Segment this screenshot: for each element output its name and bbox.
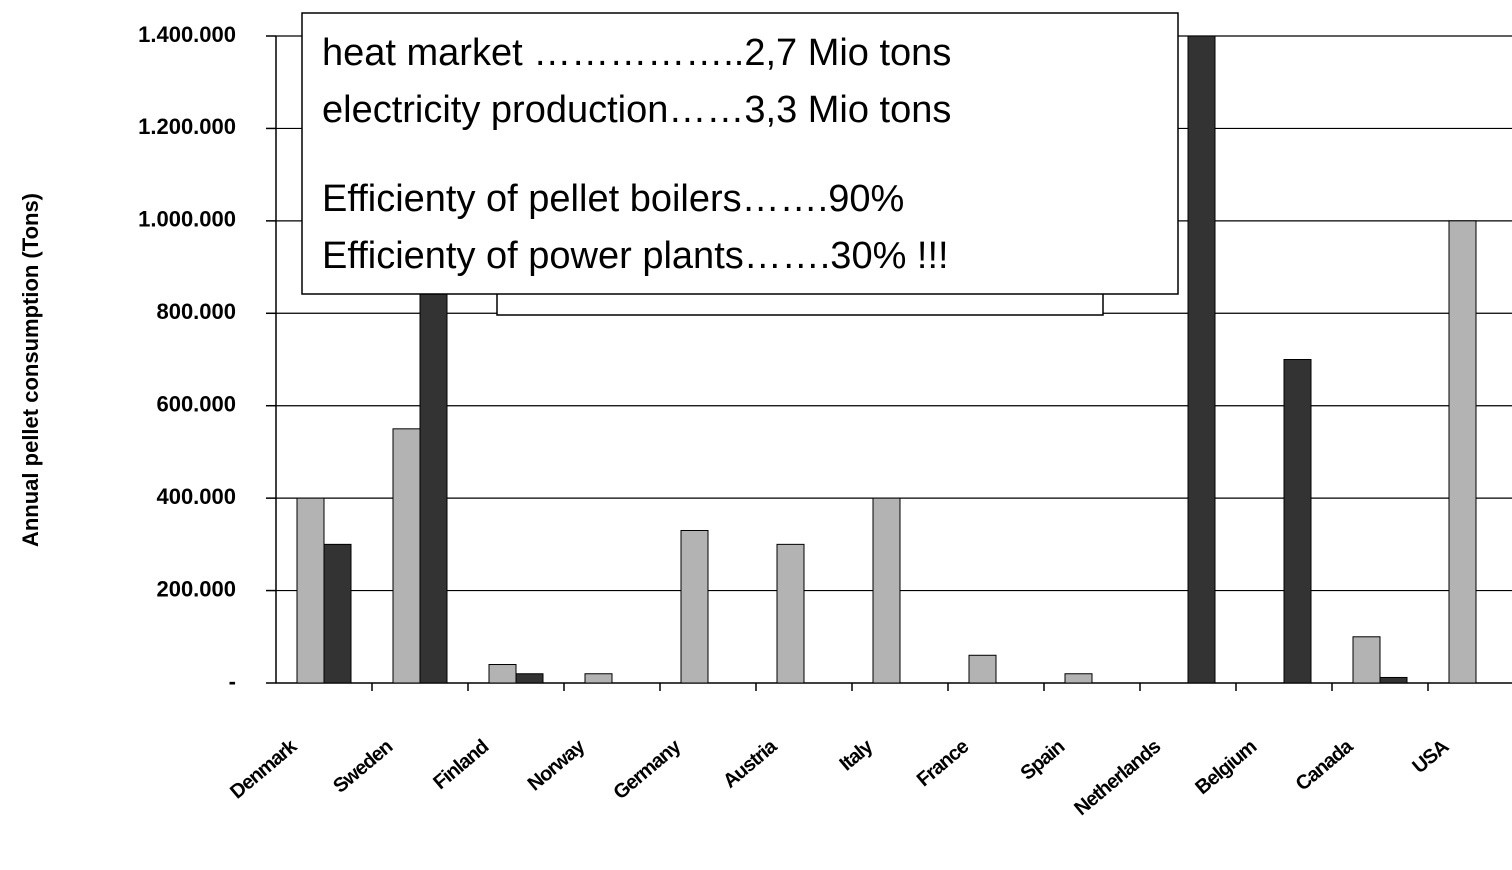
x-tick-label: Denmark [226,735,302,804]
bar [1448,220,1477,684]
y-tick-label: 1.000.000 [138,207,236,232]
bar [872,497,901,684]
x-tick-label: Norway [524,735,590,796]
y-tick-label: 1.400.000 [138,22,236,47]
x-tick-label: Italy [836,735,878,776]
annotation: Efficienty of pellet boilers…….90% [322,178,904,220]
x-tick-label: Belgium [1191,736,1260,799]
y-tick-label: 200.000 [156,576,236,601]
bar [392,428,421,684]
y-tick-label: 400.000 [156,484,236,509]
bar [1379,676,1408,684]
bar [776,543,805,684]
y-tick-label: - [229,669,236,694]
annotation: Efficienty of power plants…….30% !!! [322,235,949,277]
bar [323,543,352,684]
bar [488,664,517,684]
y-axis-label: Annual pellet consumption (Tons) [18,193,43,547]
annotation: heat market ……………..2,7 Mio tons [322,32,951,74]
bar [680,529,709,684]
x-tick-label: Sweden [329,736,396,798]
annotation: electricity production……3,3 Mio tons [322,89,951,131]
bar [515,673,544,684]
x-tick-label: Austria [719,735,782,793]
bar [1187,35,1216,684]
bar [1064,673,1093,684]
bar [1283,359,1312,684]
bar [419,266,448,684]
annotation-box [301,12,1179,295]
y-tick-label: 800.000 [156,299,236,324]
x-tick-label: USA [1408,736,1453,778]
x-tick-label: Netherlands [1070,735,1165,820]
bar [296,497,325,684]
x-tick-label: Spain [1017,736,1069,785]
x-tick-label: Germany [609,735,686,804]
bar [968,654,997,684]
bar [1352,636,1381,684]
x-tick-label: Finland [429,736,492,794]
y-tick-label: 600.000 [156,392,236,417]
bar [584,673,613,684]
y-tick-label: 1.200.000 [138,114,236,139]
x-tick-label: Canada [1292,735,1358,796]
x-tick-label: France [913,735,973,791]
